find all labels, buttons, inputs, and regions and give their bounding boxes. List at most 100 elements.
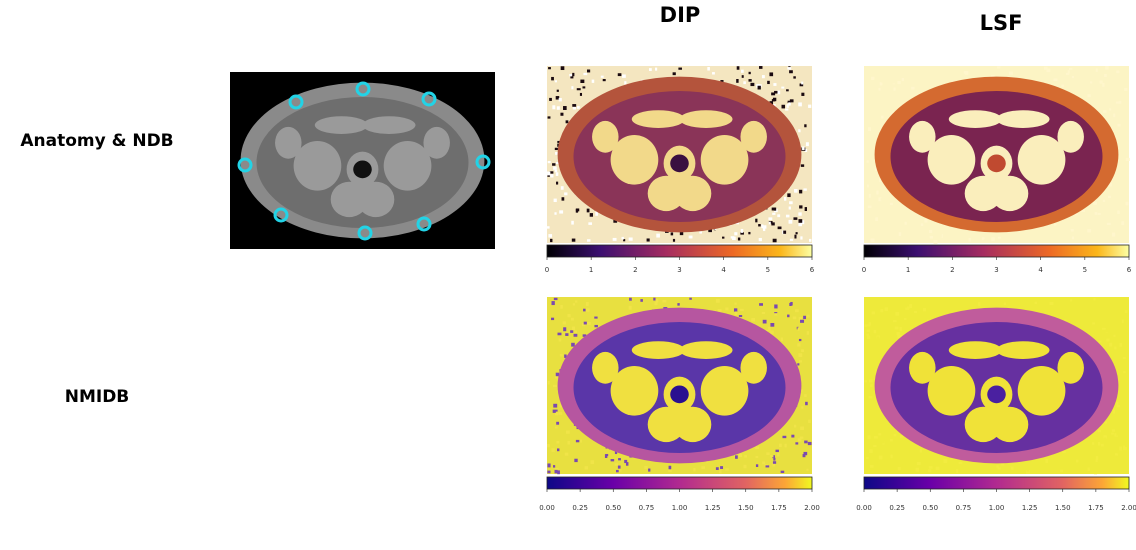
speckle	[587, 239, 591, 242]
speckle	[1114, 346, 1117, 350]
speckle	[866, 329, 870, 332]
speckle	[895, 311, 900, 316]
speckle	[759, 66, 763, 69]
speckle	[757, 85, 761, 90]
speckle	[771, 92, 776, 96]
speckle	[952, 457, 956, 460]
speckle	[1106, 338, 1110, 342]
speckle	[556, 181, 559, 185]
colorbar-tick-label: 4	[1038, 266, 1043, 274]
spine	[987, 385, 1006, 404]
speckle	[867, 324, 871, 328]
speckle	[1053, 225, 1057, 229]
speckle	[553, 297, 558, 301]
speckle	[560, 354, 563, 357]
speckle	[552, 384, 557, 387]
speckle	[869, 449, 873, 454]
speckle	[802, 454, 806, 458]
speckle	[875, 369, 878, 374]
speckle	[936, 225, 940, 228]
speckle	[911, 86, 915, 90]
speckle	[1095, 438, 1099, 442]
speckle	[904, 221, 907, 225]
speckle	[761, 224, 764, 229]
speckle	[1109, 218, 1114, 223]
speckle	[766, 452, 770, 455]
speckle	[614, 463, 619, 466]
speckle	[549, 97, 552, 101]
speckle	[582, 334, 587, 337]
speckle	[1111, 432, 1114, 435]
speckle	[981, 237, 985, 241]
speckle	[877, 461, 881, 464]
column-header: DIP	[660, 3, 701, 27]
colorbar-tick-label: 2	[633, 266, 637, 274]
organ	[357, 181, 395, 218]
speckle	[1046, 68, 1051, 73]
speckle	[554, 467, 559, 472]
speckle	[688, 235, 693, 239]
speckle	[743, 81, 746, 85]
speckle	[889, 438, 893, 442]
speckle	[553, 403, 558, 408]
speckle	[1079, 462, 1083, 466]
speckle	[556, 440, 560, 444]
speckle	[871, 111, 875, 114]
speckle	[876, 336, 880, 341]
speckle	[964, 70, 969, 75]
speckle	[925, 459, 928, 463]
speckle	[587, 69, 591, 73]
speckle	[897, 456, 902, 460]
speckle	[1049, 301, 1054, 306]
speckle	[787, 314, 790, 318]
speckle	[1087, 441, 1092, 444]
speckle	[879, 82, 883, 86]
speckle	[768, 217, 773, 221]
speckle	[898, 217, 902, 222]
speckle	[1093, 470, 1098, 475]
speckle	[990, 74, 995, 78]
image-panel	[230, 72, 495, 249]
speckle	[764, 464, 768, 467]
organ	[996, 110, 1050, 128]
speckle	[773, 83, 777, 86]
speckle	[1099, 80, 1103, 84]
speckle	[762, 319, 767, 324]
speckle	[875, 167, 878, 171]
speckle	[798, 360, 802, 363]
speckle	[1098, 203, 1103, 207]
speckle	[552, 105, 556, 110]
speckle	[868, 127, 871, 131]
speckle	[789, 99, 794, 103]
speckle	[559, 210, 564, 214]
speckle	[743, 464, 747, 469]
speckle	[770, 323, 775, 327]
speckle	[798, 223, 802, 227]
speckle	[884, 307, 889, 311]
speckle	[553, 166, 557, 170]
speckle	[1106, 222, 1111, 225]
speckle	[654, 302, 658, 306]
speckle	[772, 238, 777, 243]
organ	[740, 120, 767, 153]
speckle	[563, 327, 567, 332]
roi-marker	[357, 225, 373, 241]
speckle	[878, 87, 881, 91]
organ	[740, 351, 767, 384]
speckle	[991, 297, 994, 300]
speckle	[720, 466, 724, 469]
speckle	[890, 310, 895, 315]
speckle	[988, 297, 992, 300]
speckle	[600, 75, 604, 78]
colorbar-tick-label: 0.00	[856, 504, 872, 512]
speckle	[547, 160, 551, 164]
speckle	[730, 236, 735, 239]
speckle	[1109, 108, 1112, 111]
speckle	[930, 312, 933, 315]
speckle	[939, 233, 942, 238]
column-header: LSF	[980, 11, 1023, 35]
speckle	[898, 232, 902, 236]
speckle	[548, 234, 553, 238]
speckle	[547, 171, 551, 176]
colorbar-tick-label: 0.25	[572, 504, 588, 512]
